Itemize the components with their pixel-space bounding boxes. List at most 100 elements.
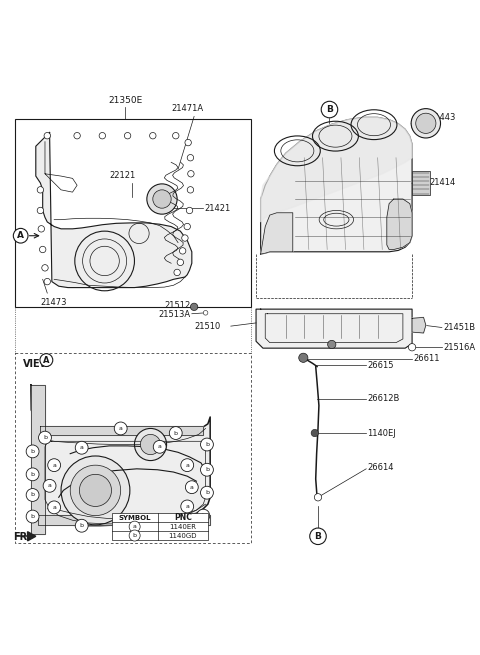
- Circle shape: [184, 223, 191, 230]
- Text: 21421: 21421: [204, 204, 231, 213]
- Text: b: b: [205, 442, 209, 447]
- Text: SYMBOL: SYMBOL: [119, 515, 151, 521]
- Polygon shape: [256, 309, 412, 348]
- Text: b: b: [31, 449, 35, 454]
- Circle shape: [37, 207, 44, 214]
- Text: b: b: [80, 523, 84, 528]
- Circle shape: [40, 354, 53, 367]
- Circle shape: [79, 474, 111, 506]
- Polygon shape: [261, 213, 293, 254]
- Text: B: B: [326, 105, 333, 114]
- Circle shape: [408, 344, 416, 351]
- Circle shape: [188, 170, 194, 177]
- Circle shape: [204, 310, 208, 315]
- Text: a: a: [48, 483, 51, 489]
- Circle shape: [153, 190, 171, 208]
- Circle shape: [181, 500, 193, 513]
- Polygon shape: [27, 532, 36, 541]
- Circle shape: [147, 184, 177, 214]
- Circle shape: [169, 426, 182, 440]
- Text: VIEW: VIEW: [24, 359, 52, 369]
- Text: 1140ER: 1140ER: [169, 523, 196, 530]
- Text: 21443: 21443: [429, 113, 456, 122]
- Circle shape: [99, 132, 106, 139]
- Polygon shape: [261, 117, 412, 254]
- Text: 22121: 22121: [110, 171, 136, 179]
- Circle shape: [411, 109, 441, 138]
- Polygon shape: [36, 132, 192, 288]
- Text: a: a: [119, 426, 122, 431]
- Text: 26612B: 26612B: [368, 394, 400, 403]
- Text: FR.: FR.: [13, 533, 31, 542]
- Circle shape: [177, 259, 183, 265]
- Circle shape: [185, 140, 192, 146]
- Circle shape: [26, 445, 39, 458]
- Circle shape: [26, 510, 39, 523]
- Text: 1140EJ: 1140EJ: [368, 428, 396, 438]
- Text: 21510: 21510: [194, 322, 220, 331]
- Text: PNC: PNC: [174, 514, 192, 522]
- Text: a: a: [185, 462, 189, 468]
- Circle shape: [26, 468, 39, 481]
- Circle shape: [26, 489, 39, 502]
- Text: 21451B: 21451B: [443, 323, 475, 332]
- Polygon shape: [412, 318, 426, 333]
- Circle shape: [48, 501, 60, 514]
- Circle shape: [129, 530, 140, 541]
- Circle shape: [61, 456, 130, 525]
- Text: b: b: [205, 490, 209, 495]
- Circle shape: [186, 207, 193, 214]
- Text: a: a: [80, 445, 84, 450]
- Circle shape: [182, 234, 188, 241]
- Text: 21516A: 21516A: [443, 343, 475, 352]
- Circle shape: [114, 422, 127, 435]
- Circle shape: [141, 434, 161, 455]
- Circle shape: [314, 494, 322, 501]
- Circle shape: [187, 187, 193, 193]
- Bar: [412, 172, 430, 195]
- Circle shape: [310, 528, 326, 544]
- Text: b: b: [31, 514, 35, 519]
- Circle shape: [43, 479, 56, 492]
- Text: B: B: [314, 532, 322, 541]
- Circle shape: [48, 458, 60, 472]
- Text: 26611: 26611: [413, 354, 440, 364]
- Circle shape: [13, 229, 28, 243]
- Circle shape: [187, 155, 193, 161]
- Circle shape: [134, 428, 167, 460]
- Text: a: a: [132, 524, 137, 529]
- Circle shape: [38, 431, 51, 444]
- Text: a: a: [52, 462, 56, 468]
- Circle shape: [172, 132, 179, 139]
- Text: b: b: [43, 435, 47, 440]
- Circle shape: [185, 481, 198, 494]
- Circle shape: [191, 303, 198, 310]
- Text: a: a: [190, 485, 194, 490]
- Circle shape: [299, 353, 308, 362]
- Circle shape: [416, 113, 436, 134]
- Text: a: a: [158, 444, 162, 449]
- Text: a: a: [185, 504, 189, 509]
- Circle shape: [75, 441, 88, 454]
- Text: 21471A: 21471A: [171, 103, 204, 113]
- Circle shape: [201, 438, 214, 451]
- Circle shape: [321, 102, 338, 118]
- Circle shape: [153, 440, 166, 453]
- Polygon shape: [387, 199, 412, 250]
- Text: 21473: 21473: [40, 297, 67, 307]
- Text: 26615: 26615: [368, 361, 394, 369]
- Polygon shape: [261, 117, 412, 222]
- Circle shape: [328, 341, 336, 348]
- Circle shape: [44, 132, 50, 139]
- Bar: [111, 514, 208, 540]
- Polygon shape: [38, 515, 210, 525]
- Bar: [125, 519, 151, 525]
- Bar: [15, 353, 252, 543]
- Circle shape: [39, 246, 46, 253]
- Bar: [15, 119, 252, 307]
- Text: 21513A: 21513A: [159, 310, 191, 319]
- Polygon shape: [31, 385, 45, 534]
- Text: A: A: [43, 356, 49, 365]
- Text: 21350E: 21350E: [108, 96, 143, 105]
- Text: a: a: [52, 505, 56, 510]
